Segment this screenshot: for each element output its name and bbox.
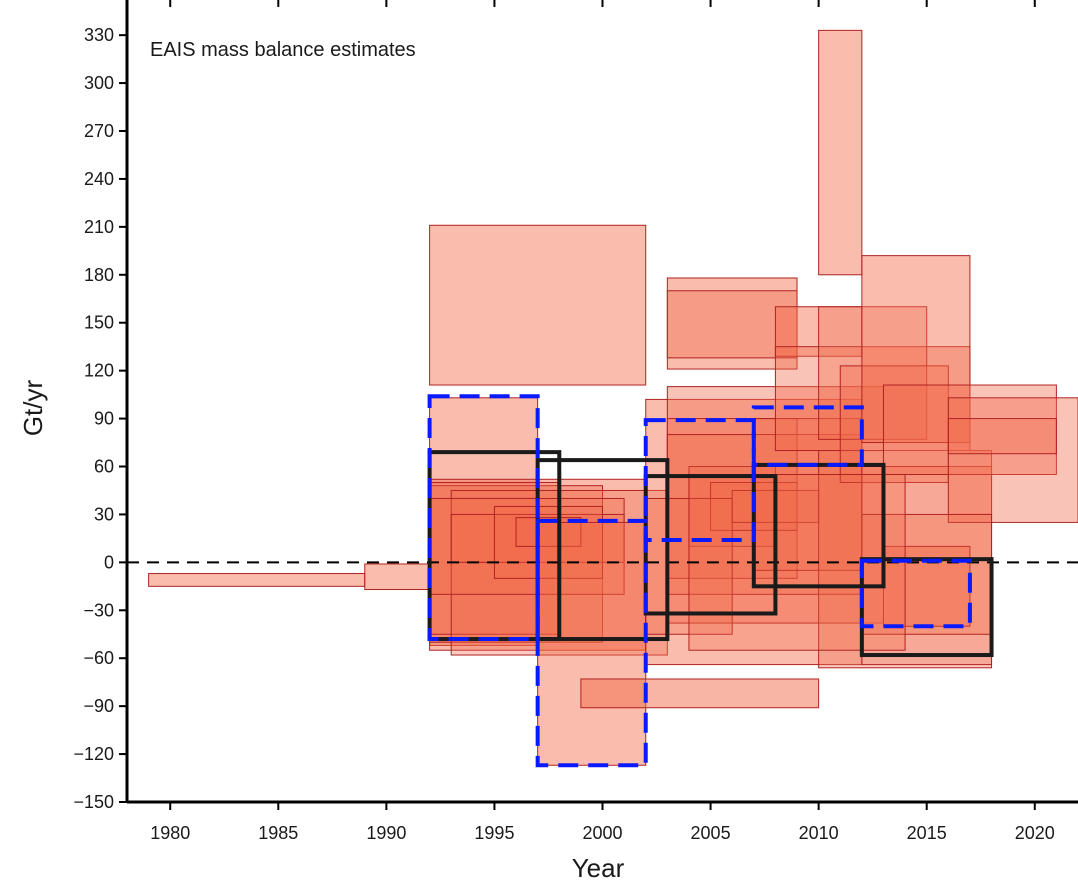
y-tick-label: 0 [104,552,114,572]
x-tick-label: 2000 [582,823,622,843]
x-axis-ticks: 1980 1985 1990 1995 2000 2005 2010 2015 2020 [150,0,1055,843]
estimate-rect-13 [537,521,647,766]
y-tick-label: −120 [73,744,114,764]
y-axis-ticks: −150 −120 −90 −60 −30 0 30 60 90 120 150 180 210 240 2… [73,25,127,812]
blue-dashed-boxes [427,394,972,768]
y-tick-label: −150 [73,792,114,812]
x-tick-label: 2010 [799,823,839,843]
estimate-rect-14 [580,678,820,709]
x-axis-title: Year [572,853,625,883]
estimate-rect-21 [666,434,863,595]
estimate-rect-31 [861,255,971,444]
x-tick-label: 2005 [691,823,731,843]
estimate-rect-11 [493,505,604,579]
x-tick-label: 1995 [474,823,514,843]
x-tick-label: 1985 [258,823,298,843]
estimate-rect-1 [148,573,366,587]
y-tick-label: 90 [94,409,114,429]
estimate-rectangles [148,29,1078,766]
estimate-rect-34 [947,397,1078,523]
y-tick-label: 150 [84,313,114,333]
blue-dashed-box-4 [751,405,864,467]
estimate-rect-27 [818,29,863,276]
estimate-rect-24 [753,418,863,571]
estimate-rect-28 [818,306,928,440]
y-tick-label: 60 [94,457,114,477]
estimate-rect-3 [429,224,647,386]
blue-dashed-box-3 [643,418,756,542]
x-tick-label: 2020 [1015,823,1055,843]
y-tick-label: 270 [84,121,114,141]
y-tick-label: −30 [83,600,114,620]
estimate-rect-4 [429,397,539,646]
blue-dashed-box-5 [859,558,972,629]
y-tick-label: 30 [94,504,114,524]
y-axis-title: Gt/yr [18,380,48,437]
estimate-rect-35 [947,418,1057,455]
y-tick-label: −90 [83,696,114,716]
blue-dashed-box-1 [427,394,540,642]
y-tick-label: 300 [84,73,114,93]
blue-dashed-box-2 [535,518,648,768]
y-tick-label: −60 [83,648,114,668]
estimate-rect-33 [882,384,1057,475]
estimate-rect-6 [429,485,603,643]
estimate-rect-26 [774,346,971,452]
y-tick-label: 330 [84,25,114,45]
y-tick-label: 180 [84,265,114,285]
x-tick-label: 1990 [366,823,406,843]
y-tick-label: 210 [84,217,114,237]
y-tick-label: 120 [84,361,114,381]
chart-annotation: EAIS mass balance estimates [150,39,416,61]
estimate-rect-2 [364,563,431,591]
x-tick-label: 2015 [907,823,947,843]
y-tick-label: 240 [84,169,114,189]
x-tick-label: 1980 [150,823,190,843]
